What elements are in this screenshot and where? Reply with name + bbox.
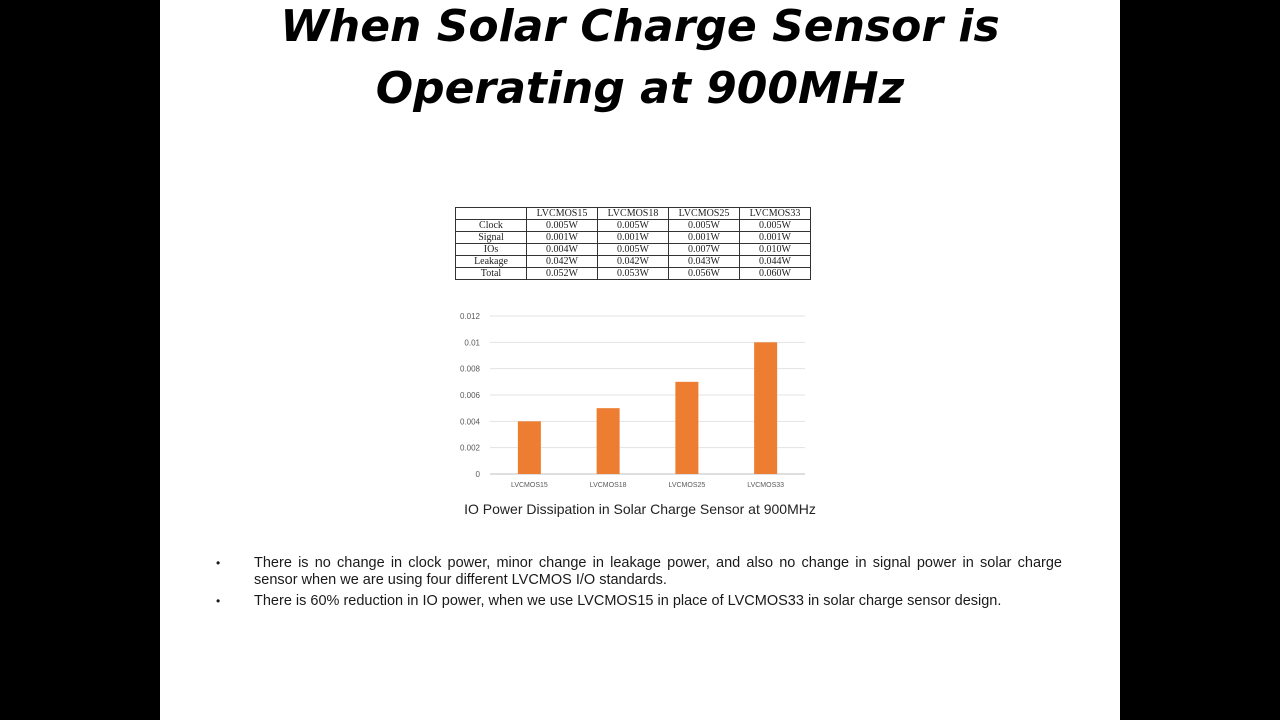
y-tick-label: 0.008 bbox=[460, 365, 481, 374]
table-cell: 0.005W bbox=[597, 243, 669, 256]
table-row-clock: Clock 0.005W 0.005W 0.005W 0.005W bbox=[455, 219, 811, 232]
chart-caption: IO Power Dissipation in Solar Charge Sen… bbox=[464, 501, 816, 517]
table-cell: 0.052W bbox=[526, 267, 598, 280]
bullet-list: • There is no change in clock power, min… bbox=[212, 555, 1062, 614]
bar-lvcmos15 bbox=[517, 421, 541, 474]
chart-svg: 0 0.002 0.004 0.006 0.008 0.01 0.012 LVCMOS15 LV… bbox=[460, 312, 805, 489]
table-cell: 0.042W bbox=[526, 255, 598, 268]
table-cell: 0.001W bbox=[739, 231, 811, 244]
title-line-2: Operating at 900MHz bbox=[375, 63, 905, 114]
x-tick-label: LVCMOS33 bbox=[747, 482, 784, 489]
bar-lvcmos33 bbox=[754, 342, 778, 474]
y-tick-label: 0.012 bbox=[460, 312, 481, 321]
bullet-text: There is no change in clock power, minor… bbox=[254, 555, 1062, 588]
table-cell: 0.007W bbox=[668, 243, 740, 256]
table-cell: 0.056W bbox=[668, 267, 740, 280]
bullet-item: • There is 60% reduction in IO power, wh… bbox=[212, 593, 1062, 610]
table-row-label: Clock bbox=[455, 219, 527, 232]
table-row-label: Leakage bbox=[455, 255, 527, 268]
table-cell: 0.001W bbox=[668, 231, 740, 244]
table-header-lvcmos25: LVCMOS25 bbox=[668, 207, 740, 220]
table-cell: 0.053W bbox=[597, 267, 669, 280]
table-row-leakage: Leakage 0.042W 0.042W 0.043W 0.044W bbox=[455, 255, 811, 268]
slide: When Solar Charge Sensor is Operating at… bbox=[160, 0, 1120, 720]
table-corner-cell bbox=[455, 207, 527, 220]
bullet-glyph: • bbox=[216, 594, 221, 608]
table-row-label: IOs bbox=[455, 243, 527, 256]
table-cell: 0.005W bbox=[739, 219, 811, 232]
table-header-lvcmos33: LVCMOS33 bbox=[739, 207, 811, 220]
table-row-signal: Signal 0.001W 0.001W 0.001W 0.001W bbox=[455, 231, 811, 244]
table-header-lvcmos15: LVCMOS15 bbox=[526, 207, 598, 220]
bar-lvcmos25 bbox=[675, 381, 699, 474]
table-row-ios: IOs 0.004W 0.005W 0.007W 0.010W bbox=[455, 243, 811, 256]
power-table: LVCMOS15 LVCMOS18 LVCMOS25 LVCMOS33 Cloc… bbox=[455, 207, 811, 280]
table-header-lvcmos18: LVCMOS18 bbox=[597, 207, 669, 220]
table-cell: 0.060W bbox=[739, 267, 811, 280]
table-cell: 0.043W bbox=[668, 255, 740, 268]
table-cell: 0.004W bbox=[526, 243, 598, 256]
bullet-text: There is 60% reduction in IO power, when… bbox=[254, 593, 1002, 609]
x-tick-label: LVCMOS18 bbox=[590, 482, 627, 489]
table-header-row: LVCMOS15 LVCMOS18 LVCMOS25 LVCMOS33 bbox=[455, 207, 811, 220]
y-tick-label: 0.01 bbox=[464, 338, 480, 347]
table-cell: 0.044W bbox=[739, 255, 811, 268]
table-cell: 0.005W bbox=[597, 219, 669, 232]
table-cell: 0.001W bbox=[526, 231, 598, 244]
slide-title: When Solar Charge Sensor is Operating at… bbox=[160, 0, 1120, 120]
y-tick-label: 0.006 bbox=[460, 391, 481, 400]
y-tick-label: 0.002 bbox=[460, 444, 481, 453]
table-cell: 0.042W bbox=[597, 255, 669, 268]
table-cell: 0.005W bbox=[668, 219, 740, 232]
table-cell: 0.005W bbox=[526, 219, 598, 232]
x-tick-label: LVCMOS15 bbox=[511, 482, 548, 489]
table-cell: 0.010W bbox=[739, 243, 811, 256]
bar-lvcmos18 bbox=[596, 408, 620, 474]
y-tick-label: 0.004 bbox=[460, 417, 481, 426]
y-tick-label: 0 bbox=[476, 470, 481, 479]
table-row-label: Total bbox=[455, 267, 527, 280]
table-row-label: Signal bbox=[455, 231, 527, 244]
table-row-total: Total 0.052W 0.053W 0.056W 0.060W bbox=[455, 267, 811, 280]
table-cell: 0.001W bbox=[597, 231, 669, 244]
io-power-bar-chart: 0 0.002 0.004 0.006 0.008 0.01 0.012 LVCMOS15 LV… bbox=[450, 305, 810, 495]
title-line-1: When Solar Charge Sensor is bbox=[280, 1, 1000, 52]
bullet-item: • There is no change in clock power, min… bbox=[212, 555, 1062, 589]
x-tick-label: LVCMOS25 bbox=[668, 482, 705, 489]
bullet-glyph: • bbox=[216, 556, 221, 570]
